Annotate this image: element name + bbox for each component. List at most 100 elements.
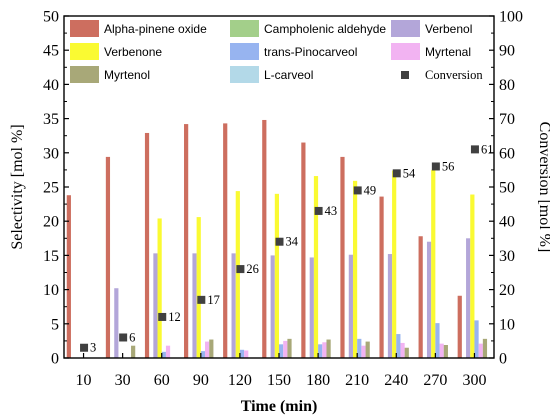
bar-myrtenol-150: [287, 338, 292, 358]
bar-verbenone-60: [157, 218, 162, 358]
y2-tick-label: 50: [499, 180, 515, 197]
legend-swatch-verbenone: [70, 43, 99, 60]
bar-alpha-pinene-oxide-150: [262, 119, 267, 358]
y2-axis-title: Conversion [mol %]: [536, 122, 550, 253]
conversion-point-120: [236, 265, 245, 274]
conversion-label-120: 26: [246, 262, 259, 276]
y-tick-label: 40: [43, 77, 59, 94]
legend-label-alpha-pinene-oxide: Alpha-pinene oxide: [104, 22, 207, 36]
x-tick-label: 90: [193, 372, 209, 389]
bar-trans-pinocarveol-60: [161, 351, 166, 358]
bar-myrtenal-150: [283, 340, 288, 358]
y-tick-label: 45: [43, 43, 59, 60]
bar-verbenol-300: [466, 238, 471, 358]
conversion-point-30: [119, 333, 128, 342]
legend-swatch-l-carveol: [230, 66, 259, 83]
y2-tick-label: 40: [499, 214, 515, 231]
x-tick-label: 150: [267, 372, 291, 389]
bar-myrtenol-30: [131, 345, 136, 358]
bar-myrtenol-210: [365, 341, 370, 358]
y-tick-label: 0: [51, 351, 59, 368]
bar-myrtenal-90: [205, 341, 210, 358]
legend-swatch-myrtenal: [391, 43, 420, 60]
bar-trans-pinocarveol-120: [239, 349, 245, 358]
conversion-label-150: 34: [286, 235, 299, 249]
x-tick-label: 270: [423, 372, 447, 389]
y-tick-label: 15: [43, 248, 59, 265]
bar-verbenol-60: [153, 253, 158, 358]
bar-verbenone-210: [352, 180, 358, 358]
conversion-point-10: [80, 343, 89, 352]
y2-tick-label: 30: [499, 248, 515, 265]
bar-verbenol-240: [387, 254, 393, 358]
legend-label-myrtenal: Myrtenal: [425, 45, 471, 59]
bar-alpha-pinene-oxide-30: [105, 156, 111, 358]
y2-tick-label: 60: [499, 145, 515, 162]
bar-alpha-pinene-oxide-240: [379, 196, 384, 358]
bar-verbenol-180: [309, 257, 314, 358]
conversion-point-180: [314, 206, 323, 215]
y-tick-label: 50: [43, 9, 59, 26]
y-tick-label: 25: [43, 180, 59, 197]
bar-myrtenol-180: [326, 339, 331, 358]
conversion-label-270: 56: [442, 159, 455, 173]
bar-trans-pinocarveol-150: [279, 344, 284, 358]
conversion-point-150: [275, 237, 284, 246]
y-tick-label: 10: [43, 282, 59, 299]
bar-myrtenol-240: [404, 347, 409, 358]
x-axis: 10 30 60 90 120 150 180 210 240 270 300: [76, 353, 486, 389]
bar-verbenone-300: [470, 194, 475, 358]
bar-alpha-pinene-oxide-210: [340, 156, 345, 358]
legend-swatch-trans-pinocarveol: [230, 43, 259, 60]
conversion-label-240: 54: [403, 166, 416, 180]
legend-label-l-carveol: L-carveol: [264, 68, 313, 82]
right-axis: 0 10 20 30 40 50 60 70 80 90 100: [489, 9, 523, 368]
bar-verbenone-90: [196, 217, 201, 358]
conversion-point-90: [197, 295, 206, 304]
x-tick-label: 60: [154, 372, 170, 389]
bar-trans-pinocarveol-90: [200, 351, 206, 358]
y2-tick-label: 70: [499, 111, 515, 128]
y-axis-title: Selectivity [mol %]: [9, 124, 26, 249]
legend-label-campholenic-aldehyde: Campholenic aldehyde: [264, 22, 386, 36]
bar-alpha-pinene-oxide-300: [457, 295, 462, 358]
y2-tick-label: 80: [499, 77, 515, 94]
bar-alpha-pinene-oxide-90: [184, 124, 189, 358]
y2-tick-label: 100: [499, 9, 523, 26]
legend-label-verbenone: Verbenone: [104, 45, 162, 59]
y-tick-label: 35: [43, 111, 59, 128]
x-tick-label: 180: [306, 372, 330, 389]
conversion-point-240: [392, 169, 401, 178]
bar-verbenone-270: [431, 169, 436, 358]
bar-alpha-pinene-oxide-10: [66, 195, 71, 358]
x-tick-label: 210: [345, 372, 369, 389]
legend-swatch-alpha-pinene-oxide: [70, 20, 99, 37]
bar-alpha-pinene-oxide-270: [418, 236, 423, 358]
bar-verbenol-210: [348, 254, 353, 358]
bar-myrtenal-210: [361, 345, 366, 358]
bar-verbenone-240: [392, 170, 397, 358]
bar-alpha-pinene-oxide-120: [223, 123, 228, 358]
legend-swatch-verbenol: [391, 20, 420, 37]
bar-verbenone-180: [313, 176, 319, 358]
bar-trans-pinocarveol-240: [396, 334, 401, 358]
legend-label-verbenol: Verbenol: [425, 22, 472, 36]
conversion-point-60: [158, 312, 167, 321]
x-tick-label: 300: [462, 372, 486, 389]
conversion-label-180: 43: [325, 204, 338, 218]
legend-label-trans-pinocarveol: trans-Pinocarveol: [264, 45, 357, 59]
bar-verbenol-90: [192, 253, 197, 358]
y-tick-label: 20: [43, 214, 59, 231]
bar-verbenol-30: [114, 288, 119, 358]
bar-myrtenal-120: [244, 350, 249, 358]
conversion-point-270: [431, 162, 440, 171]
y2-tick-label: 0: [499, 351, 507, 368]
x-axis-title: Time (min): [241, 398, 318, 415]
conversion-label-30: 6: [129, 330, 135, 344]
bar-myrtenol-90: [209, 339, 214, 358]
bar-myrtenol-270: [443, 345, 448, 358]
conversion-point-300: [470, 145, 479, 154]
bar-myrtenol-300: [482, 338, 488, 358]
y-tick-label: 5: [51, 316, 59, 333]
bar-myrtenal-60: [165, 345, 171, 358]
